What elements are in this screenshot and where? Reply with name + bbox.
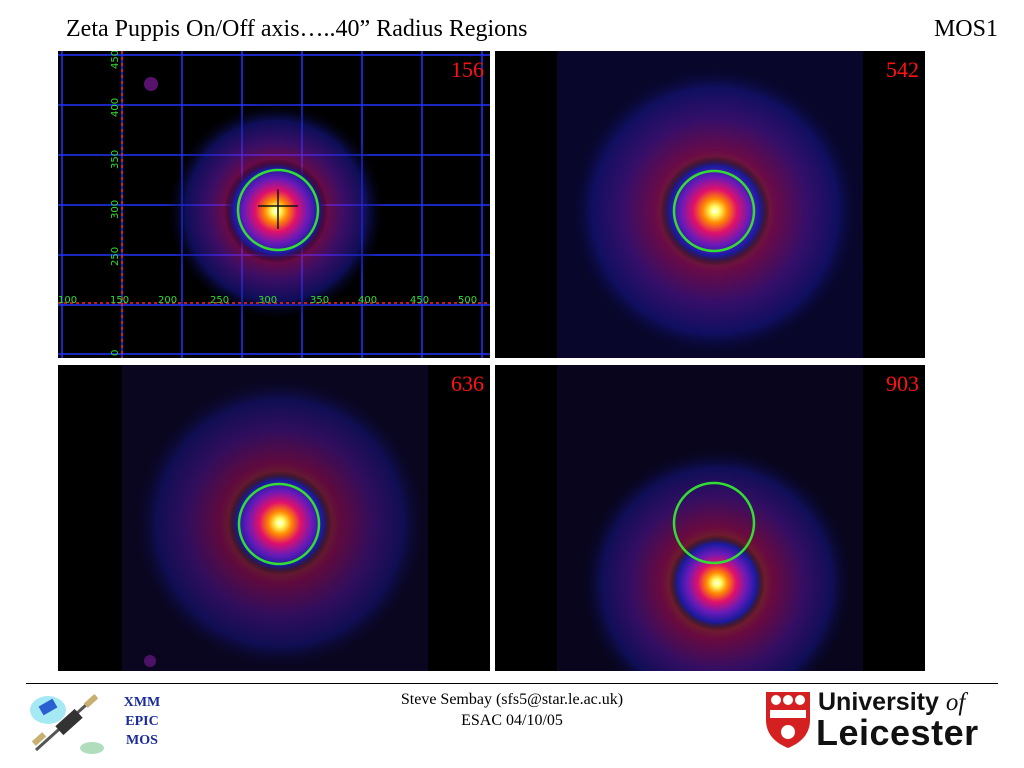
panel-636-image	[58, 365, 490, 671]
y-tick-250: 250	[110, 247, 121, 266]
source-region-circle	[672, 169, 756, 253]
x-tick-350: 350	[310, 295, 329, 306]
mos-label-line: MOS	[126, 733, 158, 748]
panel-label: 636	[451, 371, 484, 396]
panel-542-image	[495, 51, 925, 358]
x-tick-200: 200	[158, 295, 177, 306]
image-panel-636: 636	[58, 365, 490, 671]
panel-label: 903	[886, 371, 919, 396]
panel-156-image: 100 150 200 250 300 350 400 450 500 250 …	[58, 51, 490, 358]
x-tick-300: 300	[258, 295, 277, 306]
image-panel-542: 542	[495, 51, 925, 358]
x-tick-150: 150	[110, 295, 129, 306]
x-tick-500: 500	[458, 295, 477, 306]
x-tick-400: 400	[358, 295, 377, 306]
image-panel-903: 903	[495, 365, 925, 671]
university-logo: University of Leicester	[764, 688, 1000, 754]
x-tick-450: 450	[410, 295, 429, 306]
university-name: University of	[818, 688, 966, 716]
xmm-label-line: XMM	[123, 695, 161, 710]
y-tick-350: 350	[110, 150, 121, 169]
image-panel-156: 100 150 200 250 300 350 400 450 500 250 …	[58, 51, 490, 358]
epic-label-line: EPIC	[125, 714, 159, 729]
source-region-circle	[237, 482, 321, 566]
y-tick-450: 450	[110, 51, 121, 69]
page-title: Zeta Puppis On/Off axis…..40” Radius Reg…	[66, 16, 528, 42]
footer-divider	[26, 683, 998, 684]
panel-label: 542	[886, 57, 919, 82]
university-shield-icon	[766, 692, 810, 748]
xmm-satellite-logo	[30, 694, 104, 754]
university-city: Leicester	[816, 712, 979, 753]
y-tick-300: 300	[110, 200, 121, 219]
source-region-circle	[236, 168, 320, 252]
author-credit: Steve Sembay (sfs5@star.le.ac.uk) ESAC 0…	[0, 689, 1024, 731]
y-tick-0: 0	[110, 350, 121, 356]
panel-label: 156	[451, 57, 484, 82]
source-region-circle	[672, 481, 756, 565]
x-tick-250: 250	[210, 295, 229, 306]
instrument-label: MOS1	[933, 16, 998, 42]
x-tick-100: 100	[58, 295, 77, 306]
credit-author: Steve Sembay (sfs5@star.le.ac.uk)	[400, 691, 624, 708]
panel-903-image	[495, 365, 925, 671]
xmm-epic-mos-label: XMM EPIC MOS	[112, 693, 172, 750]
y-tick-400: 400	[110, 98, 121, 117]
credit-event: ESAC 04/10/05	[461, 712, 563, 729]
